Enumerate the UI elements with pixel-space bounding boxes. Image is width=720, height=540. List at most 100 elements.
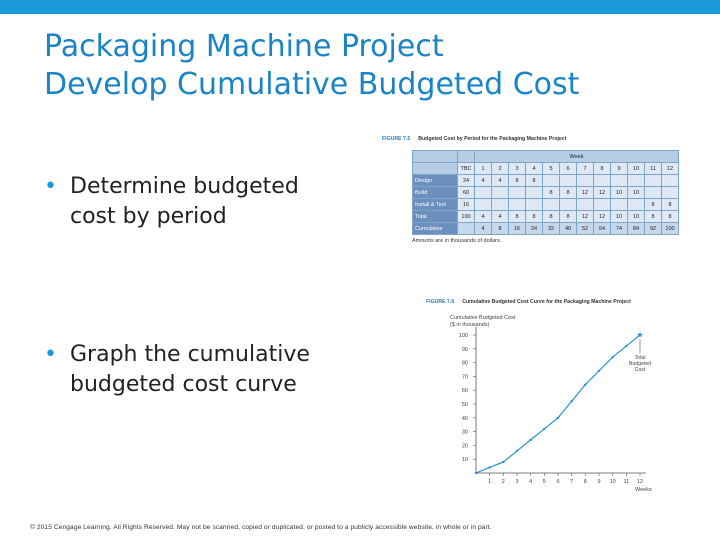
table-cell bbox=[525, 186, 543, 199]
chart-caption-text: Cumulative Budgeted Cost Curve for the P… bbox=[462, 299, 631, 305]
copyright-footer: © 2015 Cengage Learning. All Rights Rese… bbox=[30, 524, 492, 531]
x-axis-label: Weeks bbox=[635, 487, 652, 493]
y-tick-label: 90 bbox=[462, 347, 468, 353]
data-point bbox=[488, 466, 491, 469]
x-tick-label: 8 bbox=[584, 479, 587, 485]
table-corner-cell bbox=[412, 150, 458, 163]
data-point bbox=[584, 383, 587, 386]
table-cell: 4 bbox=[474, 222, 492, 235]
table-row: Install & Test 16 8 8 bbox=[412, 198, 679, 211]
table-cell bbox=[474, 198, 492, 211]
table-corner-cell bbox=[412, 162, 458, 175]
week-number-header: 6 bbox=[559, 162, 577, 175]
table-cell: 8 bbox=[661, 198, 679, 211]
week-number-header: 10 bbox=[627, 162, 645, 175]
table-cell: 12 bbox=[593, 210, 611, 223]
table-cell: 4 bbox=[474, 210, 492, 223]
cumulative-line bbox=[475, 334, 641, 474]
y-tick-label: 100 bbox=[459, 333, 468, 339]
table-cell bbox=[661, 174, 679, 187]
table-cell: 8 bbox=[559, 186, 577, 199]
week-number-header: 5 bbox=[542, 162, 560, 175]
table-cell bbox=[508, 186, 526, 199]
y-axis-label-line-1: Cumulative Budgeted Cost bbox=[450, 315, 516, 321]
table-cell bbox=[508, 198, 526, 211]
y-tick-label: 70 bbox=[462, 374, 468, 380]
week-number-header: 2 bbox=[491, 162, 509, 175]
table-cell bbox=[576, 174, 594, 187]
table-row: Build 60 8 8 12 12 10 10 bbox=[412, 186, 679, 199]
chart-figure-number: FIGURE 7.6 bbox=[426, 299, 455, 305]
table-cell: 12 bbox=[576, 186, 594, 199]
data-point bbox=[638, 333, 642, 337]
table-cell: 8 bbox=[508, 174, 526, 187]
week-number-header: 9 bbox=[610, 162, 628, 175]
row-label: Install & Test bbox=[412, 198, 458, 211]
week-number-header: 7 bbox=[576, 162, 594, 175]
table-cell: 12 bbox=[593, 186, 611, 199]
bullet-dot-icon: • bbox=[44, 174, 57, 199]
row-label: Build bbox=[412, 186, 458, 199]
tbc-cell: 60 bbox=[457, 186, 475, 199]
table-cell: 84 bbox=[627, 222, 645, 235]
bullet-dot-icon: • bbox=[44, 342, 57, 367]
table-cell: 8 bbox=[542, 186, 560, 199]
table-cell bbox=[474, 186, 492, 199]
table-cell bbox=[576, 198, 594, 211]
row-label: Design bbox=[412, 174, 458, 187]
x-tick-label: 10 bbox=[610, 479, 616, 485]
table-footnote: Amounts are in thousands of dollars. bbox=[412, 238, 502, 244]
x-tick-label: 11 bbox=[623, 479, 629, 485]
week-number-header: 3 bbox=[508, 162, 526, 175]
week-number-header: 1 bbox=[474, 162, 492, 175]
table-cell: 32 bbox=[542, 222, 560, 235]
y-tick-label: 10 bbox=[462, 457, 468, 463]
x-tick-label: 4 bbox=[529, 479, 532, 485]
table-cell: 8 bbox=[508, 210, 526, 223]
cumulative-chart-figure: FIGURE 7.6 Cumulative Budgeted Cost Curve… bbox=[426, 299, 706, 499]
table-cell: 40 bbox=[559, 222, 577, 235]
table-cell bbox=[610, 174, 628, 187]
x-tick-label: 12 bbox=[637, 479, 643, 485]
budget-table: Week TBC 1 2 3 4 5 6 7 8 9 10 11 12 Design 24 4 4 8 8 Build 6… bbox=[412, 150, 679, 235]
table-corner-cell bbox=[457, 150, 475, 163]
table-cell: 74 bbox=[610, 222, 628, 235]
y-tick-label: 30 bbox=[462, 430, 468, 436]
table-cell bbox=[559, 174, 577, 187]
table-row: Design 24 4 4 8 8 bbox=[412, 174, 679, 187]
data-point bbox=[529, 438, 532, 442]
table-cell: 10 bbox=[610, 210, 628, 223]
x-tick-label: 7 bbox=[570, 479, 573, 485]
data-point bbox=[611, 355, 614, 359]
row-label: Cumulative bbox=[412, 222, 458, 235]
table-cell: 8 bbox=[644, 198, 662, 211]
data-point bbox=[502, 460, 505, 464]
title-line-1: Packaging Machine Project bbox=[44, 29, 444, 64]
table-cell: 8 bbox=[491, 222, 509, 235]
callout-label-line-3: Cost bbox=[635, 367, 646, 373]
table-cell: 16 bbox=[508, 222, 526, 235]
table-cell: 8 bbox=[525, 174, 543, 187]
tbc-cell: 16 bbox=[457, 198, 475, 211]
table-cell: 4 bbox=[491, 210, 509, 223]
table-cell bbox=[593, 174, 611, 187]
table-cell bbox=[644, 174, 662, 187]
y-tick-label: 80 bbox=[462, 361, 468, 367]
bullet-2-text: Graph the cumulative budgeted cost curve bbox=[70, 342, 310, 397]
table-caption: FIGURE 7.5 Budgeted Cost by Period for th… bbox=[382, 136, 692, 142]
data-point bbox=[515, 449, 519, 453]
week-number-header: 12 bbox=[661, 162, 679, 175]
data-point bbox=[625, 344, 628, 348]
x-tick-label: 3 bbox=[515, 479, 518, 485]
tbc-cell: 24 bbox=[457, 174, 475, 187]
x-tick-label: 5 bbox=[543, 479, 546, 485]
x-tick-label: 9 bbox=[597, 479, 600, 485]
data-point bbox=[474, 471, 478, 475]
y-tick-label: 60 bbox=[462, 388, 468, 394]
data-point bbox=[570, 400, 573, 403]
table-cell: 10 bbox=[627, 210, 645, 223]
table-cell: 8 bbox=[559, 210, 577, 223]
data-point bbox=[556, 416, 560, 419]
week-number-header: 8 bbox=[593, 162, 611, 175]
data-point bbox=[597, 369, 601, 373]
